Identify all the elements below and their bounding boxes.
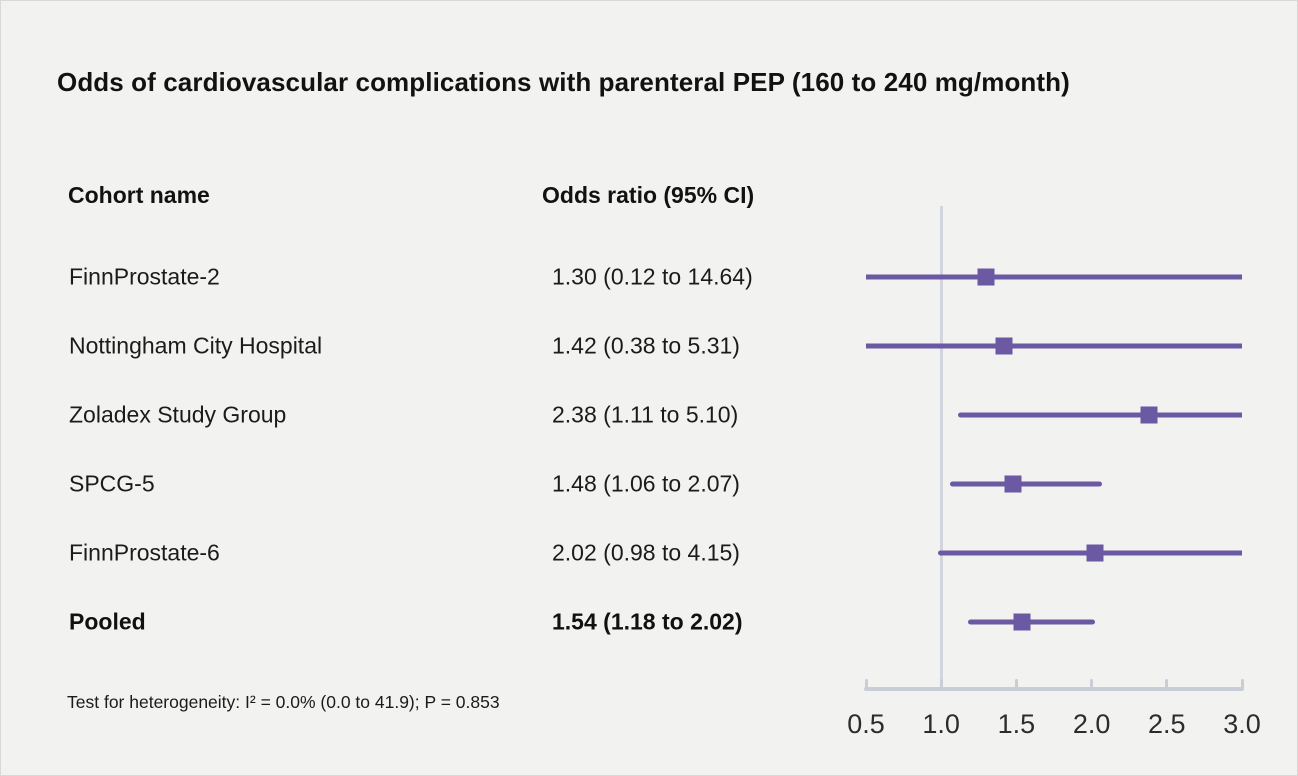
confidence-interval-line: [950, 481, 1103, 487]
odds-ratio-column-header: Odds ratio (95% CI): [542, 182, 755, 208]
chart-title: Odds of cardiovascular complications wit…: [57, 67, 1070, 97]
reference-line: [939, 206, 943, 691]
x-axis-tick-label: 1.0: [922, 709, 960, 739]
x-axis-tick: [1165, 679, 1169, 689]
cohort-name: SPCG-5: [69, 470, 155, 497]
x-axis-tick: [1240, 679, 1244, 689]
confidence-interval-line: [968, 619, 1095, 625]
x-axis-tick-label: 3.0: [1223, 709, 1261, 739]
heterogeneity-footnote: Test for heterogeneity: I² = 0.0% (0.0 t…: [67, 692, 500, 712]
cohort-column-header: Cohort name: [68, 182, 210, 208]
x-axis-tick: [864, 679, 868, 689]
odds-ratio-value: 1.42 (0.38 to 5.31): [552, 332, 740, 359]
x-axis-tick: [1090, 679, 1094, 689]
x-axis-tick-label: 0.5: [847, 709, 885, 739]
cohort-name: FinnProstate-2: [69, 263, 220, 290]
odds-ratio-marker: [995, 337, 1013, 355]
x-axis-tick-label: 1.5: [997, 709, 1036, 739]
odds-ratio-value: 1.54 (1.18 to 2.02): [552, 608, 743, 635]
confidence-interval-line: [957, 412, 1242, 418]
cohort-name: Zoladex Study Group: [69, 401, 287, 428]
cohort-name: Pooled: [69, 608, 146, 635]
odds-ratio-value: 1.30 (0.12 to 14.64): [552, 263, 753, 290]
confidence-interval-line: [866, 343, 1242, 349]
odds-ratio-marker: [977, 268, 995, 286]
cohort-name: FinnProstate-6: [69, 539, 220, 566]
odds-ratio-marker: [1086, 544, 1104, 562]
x-axis-tick: [939, 679, 943, 689]
x-axis-line: [864, 687, 1244, 691]
odds-ratio-marker: [1004, 475, 1022, 493]
cohort-name: Nottingham City Hospital: [69, 332, 323, 359]
odds-ratio-value: 1.48 (1.06 to 2.07): [552, 470, 740, 497]
odds-ratio-marker: [1140, 406, 1158, 424]
odds-ratio-marker: [1013, 613, 1031, 631]
x-axis-tick: [1014, 679, 1018, 689]
x-axis-tick-label: 2.5: [1148, 709, 1186, 739]
x-axis-tick-label: 2.0: [1072, 709, 1111, 739]
odds-ratio-value: 2.38 (1.11 to 5.10): [552, 401, 739, 428]
odds-ratio-value: 2.02 (0.98 to 4.15): [552, 539, 740, 566]
confidence-interval-line: [866, 274, 1242, 280]
